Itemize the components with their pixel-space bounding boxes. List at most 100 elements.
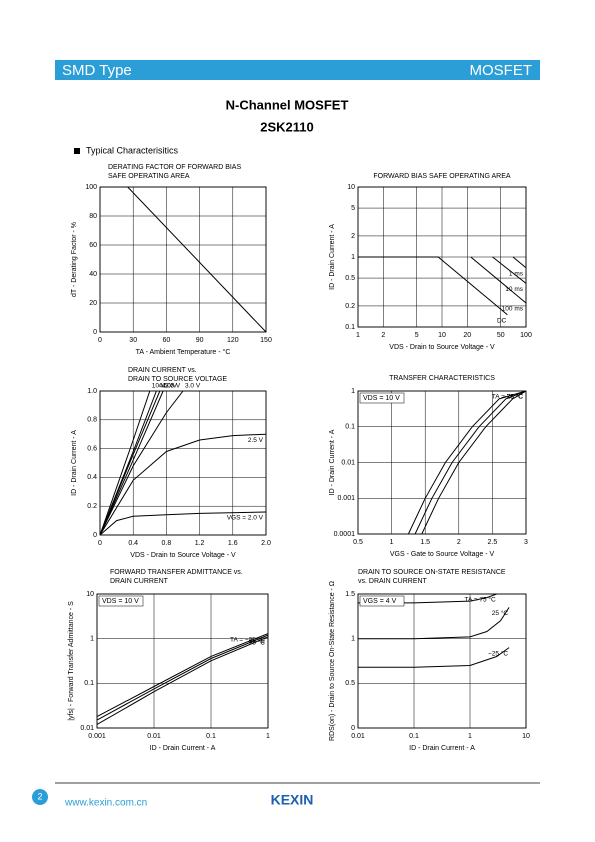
y-tick-label: 0.5 [345,275,355,282]
x-tick-label: 1.2 [195,540,205,547]
curve [100,391,151,535]
y-tick-label: 1 [351,636,355,643]
y-axis-label: ID - Drain Current - A [329,224,336,290]
x-tick-label: 1 [390,539,394,546]
curve-label: 2.5 V [248,437,264,444]
y-axis-label: RDS(on) - Drain to Source On-State Resis… [329,581,336,741]
header-left: SMD Type [62,62,132,79]
curve [100,391,164,535]
curve [512,256,526,269]
chart-title: DRAIN CURRENT [110,578,169,585]
curve-label: TA = 75 °C [465,596,497,604]
x-axis-label: VDS - Drain to Source Voltage - V [389,344,495,351]
footer-brand: KEXIN [271,792,314,808]
x-tick-label: 0.001 [88,733,106,740]
chart-title: DRAIN TO SOURCE VOLTAGE [128,376,227,383]
curve [97,633,268,718]
curve-label: DC [497,317,507,324]
x-tick-label: 0 [98,337,102,344]
y-axis-label: dT - Derating Factor - % [71,222,78,297]
curve [407,391,526,534]
page-badge [32,789,48,805]
x-axis-label: VGS - Gate to Source Voltage - V [390,551,495,558]
curve-label: 25 °C [249,637,266,645]
section: Typical Characterisitics [86,145,179,155]
x-tick-label: 1.6 [228,540,238,547]
x-tick-label: 30 [129,337,137,344]
curve [100,511,266,535]
x-tick-label: 50 [497,332,505,339]
plot-frame [96,593,269,729]
curve [100,391,157,535]
y-tick-label: 0.001 [337,495,355,502]
chart-title: TRANSFER CHARACTERISTICS [389,375,495,382]
y-tick-label: 10 [347,184,355,191]
note: VGS = 4 V [363,598,397,605]
y-tick-label: 40 [89,271,97,278]
chart-title: FORWARD BIAS SAFE OPERATING AREA [373,173,511,180]
plot-frame [99,186,267,333]
y-tick-label: 0.2 [87,503,97,510]
curve [100,433,266,535]
x-axis-label: VDS - Drain to Source Voltage - V [130,552,236,559]
curve-label: 75 °C [249,639,266,647]
x-tick-label: 60 [163,337,171,344]
header-bar [55,60,540,80]
curve-label: 25 °C [492,609,509,617]
note: VDS = 10 V [363,395,400,402]
y-tick-label: 0.1 [345,424,355,431]
note: VDS = 10 V [102,598,139,605]
chart-title: vs. DRAIN CURRENT [358,578,428,585]
x-tick-label: 0.8 [162,540,172,547]
curve [358,647,510,668]
note-box [359,595,405,607]
curve-label: 10 V [152,383,166,390]
part: 2SK2110 [260,119,314,134]
x-tick-label: 20 [463,332,471,339]
plot-frame [357,593,527,729]
curve [492,256,526,284]
x-tick-label: 90 [196,337,204,344]
x-tick-label: 2 [381,332,385,339]
curve [358,256,508,316]
y-tick-label: 1 [90,636,94,643]
bullet [74,148,80,154]
y-tick-label: 0.1 [345,324,355,331]
curve-label: TA = 75 °C [492,393,524,401]
chart-title: DERATING FACTOR OF FORWARD BIAS [108,164,241,171]
y-tick-label: 1.5 [345,591,355,598]
y-tick-label: 100 [85,184,97,191]
y-tick-label: 10 [86,591,94,598]
curve-label: 10 ms [505,286,523,293]
x-tick-label: 5 [415,332,419,339]
y-tick-label: 2 [351,233,355,240]
x-tick-label: 0.4 [128,540,138,547]
header-right: MOSFET [470,62,533,79]
y-tick-label: 1 [351,254,355,261]
chart-title: DRAIN CURRENT vs. [128,367,197,374]
curve [470,256,526,304]
x-tick-label: 0 [98,540,102,547]
x-tick-label: 1 [356,332,360,339]
x-axis-label: TA - Ambient Temperature - °C [136,348,231,356]
curve [358,607,510,640]
y-axis-label: ID - Drain Current - A [71,430,78,496]
x-tick-label: 10 [522,733,530,740]
curve [421,391,526,534]
curve-label: 3.0 V [185,383,201,390]
curve-label: TA = −25 °C [230,635,265,643]
page-number: 2 [37,791,42,801]
y-tick-label: 0.01 [341,459,355,466]
x-tick-label: 150 [260,337,272,344]
chart-title: DRAIN TO SOURCE ON-STATE RESISTANCE [358,569,506,576]
curve-label: VGS = 2.0 V [227,515,264,522]
x-axis-label: ID - Drain Current - A [150,745,216,752]
y-tick-label: 0.6 [87,445,97,452]
note-box [359,392,405,404]
x-tick-label: 1 [468,733,472,740]
chart-title: FORWARD TRANSFER ADMITTANCE vs. [110,569,243,576]
y-tick-label: 0.01 [80,725,94,732]
curve [97,636,268,725]
